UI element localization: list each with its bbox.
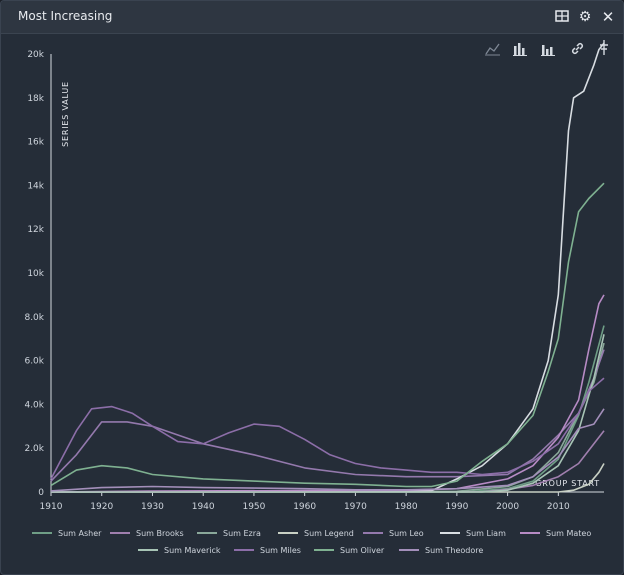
y-tick-label: 2.0k — [24, 444, 44, 454]
y-tick-label: 14k — [27, 181, 44, 191]
legend-label: Sum Ezra — [223, 529, 261, 538]
legend-item[interactable]: Sum Oliver — [314, 546, 385, 555]
line-chart: 0 2.0k 4.0k 6.0k 8.0k 10k 12k 14k 16k 18k 20k SERIE… — [24, 40, 608, 555]
legend-label: Sum Legend — [304, 529, 354, 538]
y-tick-label: 12k — [27, 225, 44, 235]
legend-label: Sum Asher — [58, 529, 102, 538]
legend-item[interactable]: Sum Liam — [440, 529, 506, 538]
y-tick-label: 0 — [38, 488, 44, 498]
x-tick-label: 2010 — [547, 502, 570, 512]
legend-item[interactable]: Sum Mateo — [520, 529, 591, 538]
line-chart-icon[interactable] — [485, 43, 500, 56]
y-tick-label: 4.0k — [24, 400, 44, 410]
y-tick-label: 8.0k — [24, 313, 44, 323]
legend-item[interactable]: Sum Leo — [363, 529, 424, 538]
legend-item[interactable]: Sum Theodore — [399, 546, 483, 555]
legend-label: Sum Mateo — [546, 529, 591, 538]
y-tick-label: 20k — [27, 50, 44, 60]
legend-label: Sum Liam — [466, 529, 506, 538]
legend-label: Sum Leo — [389, 529, 424, 538]
x-tick-label: 1960 — [293, 502, 316, 512]
chart-toolbar — [485, 40, 608, 56]
panel-title: Most Increasing — [18, 9, 113, 23]
table-icon[interactable] — [554, 9, 570, 25]
legend-item[interactable]: Sum Brooks — [110, 529, 184, 538]
legend-item[interactable]: Sum Asher — [32, 529, 102, 538]
x-tick-label: 1940 — [192, 502, 215, 512]
x-tick-label: 1990 — [445, 502, 468, 512]
series-line-sum-maverick[interactable] — [51, 334, 605, 493]
bar-chart-icon[interactable] — [513, 43, 527, 56]
series-line-sum-miles[interactable] — [50, 377, 605, 480]
x-tick-label: 1950 — [242, 502, 265, 512]
series-line-sum-leo[interactable] — [50, 349, 605, 482]
chart-area: 0 2.0k 4.0k 6.0k 8.0k 10k 12k 14k 16k 18k 20k SERIE… — [1, 34, 623, 574]
y-tick-label: 16k — [27, 138, 44, 148]
y-tick-label: 6.0k — [24, 357, 44, 367]
legend: Sum Asher Sum Brooks Sum Ezra Sum Legend Sum… — [32, 529, 591, 555]
x-tick-label: 1930 — [141, 502, 164, 512]
series-line-sum-liam[interactable] — [50, 42, 605, 493]
y-axis: 0 2.0k 4.0k 6.0k 8.0k 10k 12k 14k 16k 18k 20k SERIE… — [24, 50, 70, 498]
stacked-bar-icon[interactable] — [541, 45, 555, 56]
y-tick-label: 18k — [27, 94, 44, 104]
x-tick-label: 2000 — [496, 502, 519, 512]
gear-icon[interactable]: ⚙ — [578, 9, 592, 25]
legend-item[interactable]: Sum Legend — [278, 529, 354, 538]
y-axis-title: SERIES VALUE — [61, 81, 70, 147]
legend-item[interactable]: Sum Miles — [234, 546, 301, 555]
series-line-sum-theodore[interactable] — [50, 408, 605, 492]
series-lines — [50, 42, 605, 493]
panel-header: Most Increasing ⚙ ✕ — [1, 1, 623, 34]
x-axis-title: GROUP START — [535, 479, 600, 488]
legend-label: Sum Miles — [260, 546, 301, 555]
legend-label: Sum Theodore — [425, 546, 483, 555]
fork-icon[interactable] — [600, 40, 608, 55]
series-line-sum-mateo[interactable] — [50, 294, 605, 493]
x-tick-label: 1970 — [344, 502, 367, 512]
series-line-sum-oliver[interactable] — [50, 182, 605, 488]
x-tick-label: 1980 — [395, 502, 418, 512]
legend-label: Sum Maverick — [164, 546, 221, 555]
legend-label: Sum Brooks — [136, 529, 184, 538]
legend-label: Sum Oliver — [340, 546, 385, 555]
x-tick-label: 1920 — [90, 502, 113, 512]
x-tick-label: 1910 — [40, 502, 63, 512]
series-line-sum-brooks[interactable] — [50, 430, 605, 493]
legend-item[interactable]: Sum Ezra — [197, 529, 261, 538]
close-icon[interactable]: ✕ — [601, 8, 615, 26]
link-icon[interactable] — [571, 42, 584, 55]
legend-item[interactable]: Sum Maverick — [138, 546, 221, 555]
y-tick-label: 10k — [27, 269, 44, 279]
